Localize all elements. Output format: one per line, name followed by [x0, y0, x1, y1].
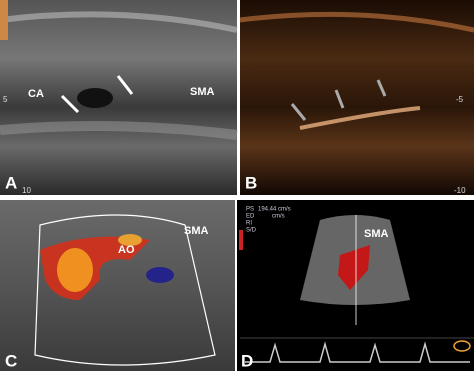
panel-b: -5 -10 B [239, 0, 474, 195]
panel-label: B [245, 173, 257, 192]
annotation: CA [28, 88, 44, 100]
measurement: cm/s [272, 214, 285, 220]
panel-label: A [5, 173, 17, 192]
panel-a: CA SMA 5 10 A [0, 0, 238, 195]
annotation: SMA [190, 86, 215, 98]
arrow [334, 89, 345, 109]
ultrasound-image [240, 0, 474, 195]
measurement: RI [246, 221, 252, 227]
annotation: AO [118, 244, 135, 256]
arrow [376, 79, 387, 97]
measurement: 194.44 cm/s [258, 207, 291, 213]
arrow [60, 94, 80, 114]
annotation: SMA [184, 225, 209, 237]
arrow [116, 75, 134, 95]
measurement: S/D [246, 228, 257, 234]
panel-label: D [241, 351, 253, 370]
annotation: SMA [364, 228, 389, 240]
scale-label: 10 [22, 186, 31, 195]
scale-label: -5 [456, 95, 464, 104]
ultrasound-image [0, 0, 237, 195]
measurement: ED [246, 214, 255, 220]
panel-c: SMA AO C [0, 200, 235, 371]
measurement: PS [246, 207, 254, 213]
scale-label: -10 [454, 186, 466, 195]
arrow [290, 103, 307, 121]
panel-label: C [5, 351, 17, 370]
scale-label: 5 [3, 95, 8, 104]
ultrasound-image [0, 200, 235, 371]
panel-d: PS 194.44 cm/s ED cm/s RI S/D SMA D [237, 200, 474, 371]
